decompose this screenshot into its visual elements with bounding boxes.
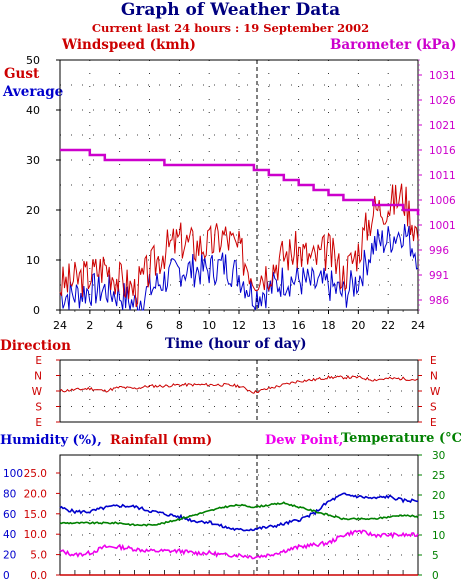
wind-ytick-label: 0 [33,304,40,317]
legend-dewpoint: Dew Point, [265,433,344,448]
temp-ytick-label: 25 [432,470,445,482]
average-wind-line [59,223,419,311]
direction-right-label: N [430,371,438,383]
legend-average: Average [3,84,64,100]
rain-ytick-label: 10.0 [24,529,47,541]
humidity-ytick-label: 100 [3,468,23,480]
x-tick-label: 24 [53,319,67,332]
wind-ytick-label: 10 [26,254,40,267]
direction-right-label: E [430,417,437,429]
direction-right-label: E [430,355,437,367]
wind-ytick-label: 50 [26,54,40,67]
x-tick-label: 24 [411,319,425,332]
rain-ytick-label: 0.0 [30,570,47,582]
rain-ytick-label: 5.0 [30,550,47,562]
direction-left-label: E [35,417,42,429]
x-tick-label: 16 [292,319,306,332]
baro-ytick-label: 1001 [429,220,456,232]
rain-ytick-label: 25.0 [24,468,47,480]
baro-ytick-label: 996 [429,245,449,257]
humidity-ytick-label: 0 [3,570,10,582]
page-title: Graph of Weather Data [120,0,341,20]
wind-ytick-label: 40 [26,104,40,117]
direction-right-label: S [430,402,437,414]
direction-left-label: N [34,371,42,383]
x-tick-label: 22 [381,319,395,332]
x-tick-label: 12 [232,319,246,332]
x-tick-label: 6 [146,319,153,332]
x-tick-label: 13 [262,319,276,332]
page-subtitle: Current last 24 hours : 19 September 200… [91,21,370,35]
x-tick-label: 18 [322,319,336,332]
humidity-ytick-label: 60 [3,509,16,521]
x-tick-label: 10 [202,319,216,332]
x-axis-label: Time (hour of day) [165,336,307,352]
wind-ytick-label: 20 [26,204,40,217]
baro-ytick-label: 991 [429,270,449,282]
direction-left-label: E [35,355,42,367]
temp-ytick-label: 20 [432,490,445,502]
x-tick-label: 20 [351,319,365,332]
rain-ytick-label: 15.0 [24,509,47,521]
direction-right-label: W [430,386,441,398]
wind-ytick-label: 30 [26,154,40,167]
wind-plot-frame [59,59,419,311]
baro-ytick-label: 986 [429,295,449,307]
baro-ytick-label: 1006 [429,195,456,207]
temp-ytick-label: 5 [432,550,439,562]
x-tick-label: 4 [116,319,123,332]
dewpoint-line [59,529,419,560]
x-tick-label: 8 [176,319,183,332]
wind-axis-label: Windspeed (kmh) [62,37,196,53]
humidity-ytick-label: 80 [3,488,16,500]
temp-ytick-label: 30 [432,450,445,462]
baro-ytick-label: 1011 [429,170,456,182]
humidity-plot-frame [59,454,419,576]
legend-gust: Gust [4,66,40,82]
direction-left-label: W [32,386,43,398]
barometer-line [60,148,420,215]
rain-ytick-label: 20.0 [24,488,47,500]
humidity-ytick-label: 40 [3,529,16,541]
temp-ytick-label: 15 [432,510,445,522]
temp-ytick-label: 10 [432,530,445,542]
barometer-axis-label: Barometer (kPa) [330,37,457,53]
temperature-line [59,501,419,527]
baro-ytick-label: 1016 [429,145,456,157]
direction-title: Direction [0,338,71,354]
x-tick-label: 2 [86,319,93,332]
direction-left-label: S [35,402,42,414]
gust-wind-line [59,183,419,308]
humidity-line [59,492,419,532]
temp-ytick-label: 0 [432,570,439,582]
direction-line [59,375,419,394]
baro-ytick-label: 1026 [429,95,456,107]
legend-temperature: Temperature (°C) [341,431,461,446]
legend-rainfall: Rainfall (mm) [110,433,213,448]
baro-ytick-label: 1021 [429,120,456,132]
humidity-ytick-label: 20 [3,550,16,562]
baro-ytick-label: 1031 [429,70,456,82]
legend-humidity: Humidity (%), [0,433,102,448]
